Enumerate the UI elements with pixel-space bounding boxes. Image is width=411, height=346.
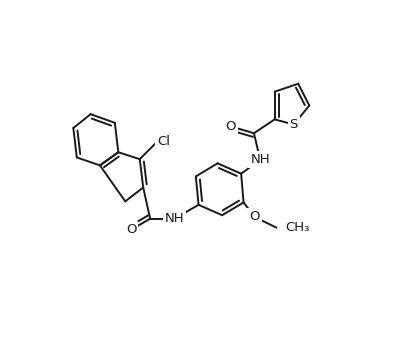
- Text: O: O: [126, 223, 136, 236]
- Text: Cl: Cl: [157, 135, 170, 148]
- Text: S: S: [289, 118, 298, 131]
- Text: NH: NH: [164, 212, 184, 225]
- Text: CH₃: CH₃: [285, 221, 309, 234]
- Text: O: O: [225, 120, 236, 133]
- Text: NH: NH: [250, 153, 270, 166]
- Text: O: O: [249, 210, 260, 224]
